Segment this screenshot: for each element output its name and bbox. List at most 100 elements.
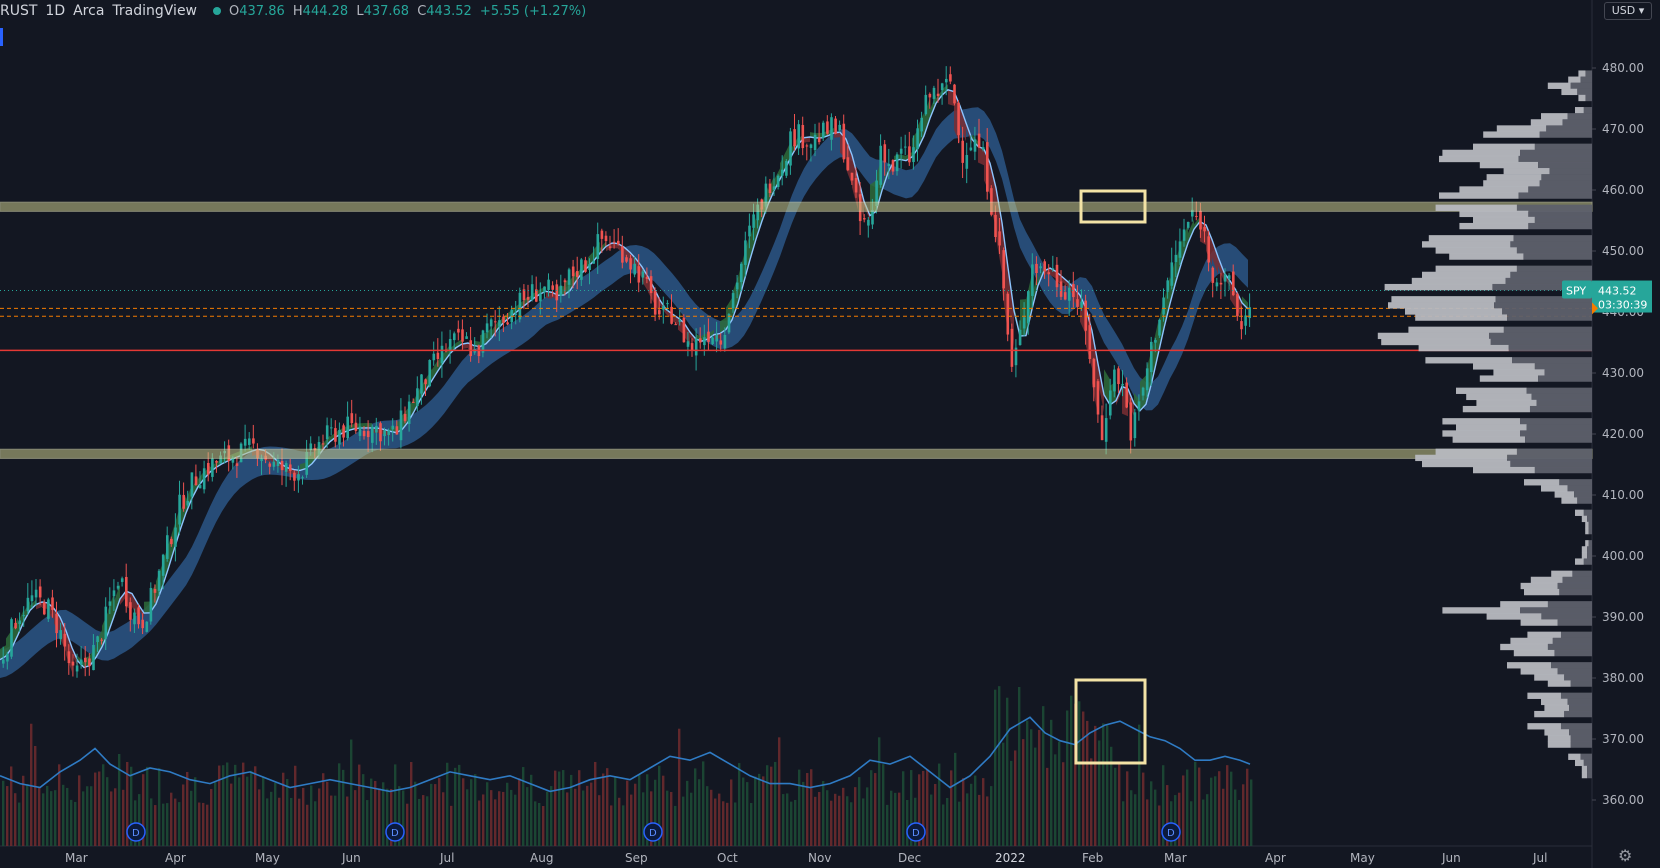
- volume-bar: [798, 769, 801, 846]
- volume-profile-up: [1547, 680, 1571, 687]
- candle-body: [535, 289, 538, 302]
- volume-profile-up: [1415, 314, 1508, 321]
- volume-bar: [614, 776, 617, 846]
- volume-profile-up: [1534, 674, 1565, 681]
- indicator-tab[interactable]: [0, 28, 3, 46]
- volume-bar: [1074, 703, 1077, 846]
- candle-body: [178, 494, 181, 525]
- volume-bar: [878, 737, 881, 846]
- candle-body: [354, 422, 358, 431]
- candle-body: [182, 494, 185, 509]
- volume-profile-down: [1520, 149, 1592, 157]
- x-tick-label: Jul: [439, 851, 454, 865]
- volume-bar: [350, 739, 353, 846]
- candle-body: [1121, 383, 1124, 386]
- fast-ma-ribbon: [624, 247, 630, 262]
- volume-profile-up: [1520, 619, 1558, 626]
- volume-bar: [1154, 789, 1157, 846]
- x-tick-label: Nov: [808, 851, 831, 865]
- volume-profile-up: [1561, 497, 1578, 504]
- x-tick-label: Mar: [1164, 851, 1187, 865]
- volume-profile-up: [1466, 393, 1532, 401]
- candle-body: [1166, 280, 1169, 292]
- volume-profile-down: [1587, 552, 1592, 559]
- volume-bar: [1134, 794, 1137, 846]
- volume-bar: [1042, 706, 1045, 846]
- candle-body: [465, 336, 468, 339]
- volume-bar: [534, 801, 537, 846]
- currency-selector[interactable]: USD ▾: [1604, 2, 1652, 20]
- candle-body: [391, 425, 395, 430]
- volume-bar: [782, 794, 785, 846]
- candle-body: [785, 161, 788, 176]
- volume-profile-down: [1520, 430, 1592, 437]
- volume-bar: [94, 772, 97, 846]
- volume-bar: [698, 779, 701, 846]
- volume-bar: [530, 774, 533, 846]
- x-tick-label: Apr: [1265, 851, 1286, 865]
- candle-body: [981, 147, 985, 150]
- candle-body: [498, 320, 501, 327]
- gear-icon[interactable]: ⚙: [1618, 846, 1633, 865]
- volume-profile-down: [1564, 674, 1592, 681]
- candle-body: [321, 443, 325, 445]
- volume-profile-down: [1570, 735, 1592, 742]
- candle-body: [850, 172, 854, 181]
- volume-profile-down: [1534, 363, 1592, 370]
- candle-body: [637, 266, 641, 283]
- volume-bar: [102, 764, 105, 846]
- candle-body: [986, 142, 989, 192]
- candle-body: [215, 460, 218, 463]
- candle-body: [489, 319, 493, 327]
- candle-body: [1236, 294, 1239, 317]
- candle-body: [555, 284, 559, 301]
- symbol-name[interactable]: RUST: [0, 3, 38, 19]
- volume-profile-down: [1560, 692, 1592, 699]
- volume-profile-down: [1534, 143, 1592, 150]
- volume-bar: [66, 787, 69, 846]
- candle-body: [194, 476, 198, 485]
- volume-profile-down: [1567, 485, 1592, 492]
- candle-body: [604, 235, 608, 242]
- volume-bar: [818, 792, 821, 846]
- candle-body: [260, 458, 263, 462]
- volume-profile-up: [1459, 222, 1529, 230]
- candle-body: [317, 442, 321, 455]
- volume-average-line: [0, 716, 1251, 793]
- candle-body: [608, 246, 612, 248]
- volume-profile-down: [1534, 216, 1592, 224]
- volume-profile-up: [1388, 302, 1495, 309]
- candle-body: [1018, 329, 1022, 346]
- volume-bar: [194, 777, 197, 846]
- y-tick-label: 480.00: [1602, 61, 1644, 75]
- candle-body: [977, 133, 981, 148]
- candle-body: [325, 425, 329, 440]
- volume-bar: [434, 784, 437, 846]
- volume-profile-up: [1541, 485, 1568, 492]
- candle-body: [424, 379, 427, 385]
- volume-bar: [622, 805, 625, 846]
- dividend-icon: [126, 822, 146, 842]
- candle-body: [108, 601, 112, 606]
- volume-bar: [546, 791, 549, 846]
- candle-body: [830, 117, 833, 140]
- volume-bar: [418, 798, 421, 846]
- volume-profile: [1377, 70, 1592, 779]
- interval[interactable]: 1D: [45, 3, 66, 19]
- volume-bar: [598, 795, 601, 846]
- volume-profile-up: [1377, 332, 1490, 340]
- volume-bar: [802, 781, 805, 846]
- candle-body: [1137, 401, 1141, 411]
- candle-body: [904, 146, 907, 148]
- candle-body: [149, 587, 153, 622]
- volume-profile-down: [1541, 613, 1592, 620]
- candle-body: [88, 658, 91, 667]
- volume-bar: [994, 689, 997, 846]
- volume-profile-down: [1534, 466, 1592, 474]
- volume-bar: [922, 770, 925, 846]
- volume-bar: [518, 778, 521, 846]
- candle-body: [666, 303, 669, 305]
- x-tick-label: 2022: [995, 851, 1026, 865]
- volume-bar: [890, 790, 893, 846]
